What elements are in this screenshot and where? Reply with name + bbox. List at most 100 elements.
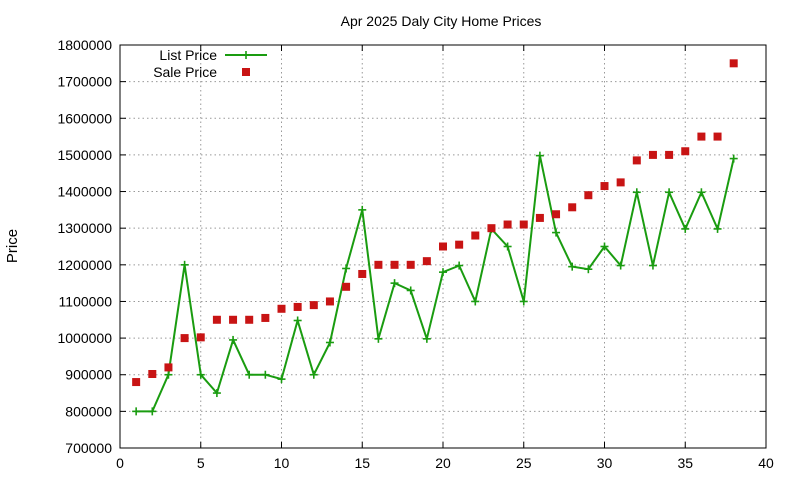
list-price-point	[132, 407, 141, 416]
y-tick-label: 1400000	[57, 184, 112, 200]
sale-price-point	[374, 260, 383, 269]
sale-price-point	[180, 334, 189, 343]
list-price-point	[519, 297, 528, 306]
sale-price-point	[697, 132, 706, 141]
series-1	[132, 59, 738, 387]
sale-price-point	[616, 178, 625, 187]
sale-price-point	[196, 333, 205, 342]
list-price-point	[616, 261, 625, 270]
list-price-point	[600, 242, 609, 251]
x-tick-label: 15	[354, 455, 370, 471]
list-price-point	[406, 286, 415, 295]
list-price-point	[681, 224, 690, 233]
sale-price-point	[535, 213, 544, 222]
sale-price-point	[229, 315, 238, 324]
sale-price-point	[212, 315, 221, 324]
list-price-point	[584, 265, 593, 274]
chart-title: Apr 2025 Daly City Home Prices	[341, 13, 542, 29]
sale-price-point	[519, 220, 528, 229]
list-price-point	[552, 228, 561, 237]
sale-price-point	[584, 191, 593, 200]
sale-price-point	[600, 182, 609, 191]
list-price-point	[293, 316, 302, 325]
list-price-point	[697, 188, 706, 197]
list-price-point	[212, 389, 221, 398]
list-price-point	[713, 224, 722, 233]
legend-square-marker	[242, 68, 250, 76]
y-tick-label: 1600000	[57, 110, 112, 126]
list-price-point	[632, 188, 641, 197]
list-price-point	[229, 335, 238, 344]
list-price-point	[665, 188, 674, 197]
x-tick-label: 30	[597, 455, 613, 471]
list-price-point	[568, 262, 577, 271]
list-price-point	[180, 260, 189, 269]
list-price-point	[325, 338, 334, 347]
sale-price-point	[293, 302, 302, 311]
sale-price-point	[164, 363, 173, 372]
y-tick-label: 1100000	[59, 293, 113, 309]
sale-price-point	[729, 59, 738, 68]
sale-price-point	[132, 378, 141, 387]
sale-price-point	[277, 304, 286, 313]
y-tick-label: 800000	[65, 403, 112, 419]
y-tick-label: 900000	[65, 367, 112, 383]
list-price-point	[422, 334, 431, 343]
sale-price-point	[309, 301, 318, 310]
list-price-point	[245, 370, 254, 379]
data-series	[132, 59, 738, 416]
y-tick-label: 1700000	[57, 74, 112, 90]
list-price-point	[196, 370, 205, 379]
list-price-point	[648, 261, 657, 270]
sale-price-point	[681, 147, 690, 156]
list-price-point	[164, 370, 173, 379]
x-tick-label: 20	[435, 455, 451, 471]
list-price-point	[342, 264, 351, 273]
x-tick-label: 35	[677, 455, 693, 471]
y-tick-label: 1300000	[57, 220, 112, 236]
sale-price-point	[503, 220, 512, 229]
list-price-point	[358, 205, 367, 214]
y-tick-label: 1000000	[57, 330, 112, 346]
series-0	[132, 151, 738, 416]
x-tick-label: 10	[274, 455, 290, 471]
list-price-point	[455, 261, 464, 270]
legend-plus-marker	[242, 51, 250, 59]
list-price-point	[535, 151, 544, 160]
list-price-point	[374, 334, 383, 343]
y-tick-label: 700000	[65, 440, 112, 456]
sale-price-point	[568, 203, 577, 212]
sale-price-point	[422, 257, 431, 266]
sale-price-point	[148, 369, 157, 378]
sale-price-point	[552, 210, 561, 219]
list-price-point	[503, 242, 512, 251]
sale-price-point	[325, 297, 334, 306]
sale-price-point	[358, 269, 367, 278]
list-price-point	[261, 370, 270, 379]
sale-price-point	[471, 231, 480, 240]
list-price-point	[729, 154, 738, 163]
sale-price-point	[342, 282, 351, 291]
axis-ticks: 0 5 10 15 20 25 30 35 40 700000 800000 900000 100000…	[57, 37, 774, 471]
plot-frame	[119, 44, 767, 449]
list-price-point	[277, 375, 286, 384]
sale-price-point	[261, 313, 270, 322]
y-tick-label: 1200000	[57, 257, 112, 273]
sale-price-point	[245, 315, 254, 324]
list-price-point	[148, 407, 157, 416]
sale-price-point	[487, 224, 496, 233]
legend-label: Sale Price	[153, 64, 217, 80]
sale-price-point	[665, 150, 674, 159]
list-price-point	[471, 297, 480, 306]
list-price-point	[309, 370, 318, 379]
x-tick-label: 5	[197, 455, 205, 471]
sale-price-point	[455, 240, 464, 249]
sale-price-point	[632, 156, 641, 165]
sale-price-point	[406, 260, 415, 269]
sale-price-point	[648, 150, 657, 159]
y-tick-label: 1500000	[57, 147, 112, 163]
sale-price-point	[390, 260, 399, 269]
